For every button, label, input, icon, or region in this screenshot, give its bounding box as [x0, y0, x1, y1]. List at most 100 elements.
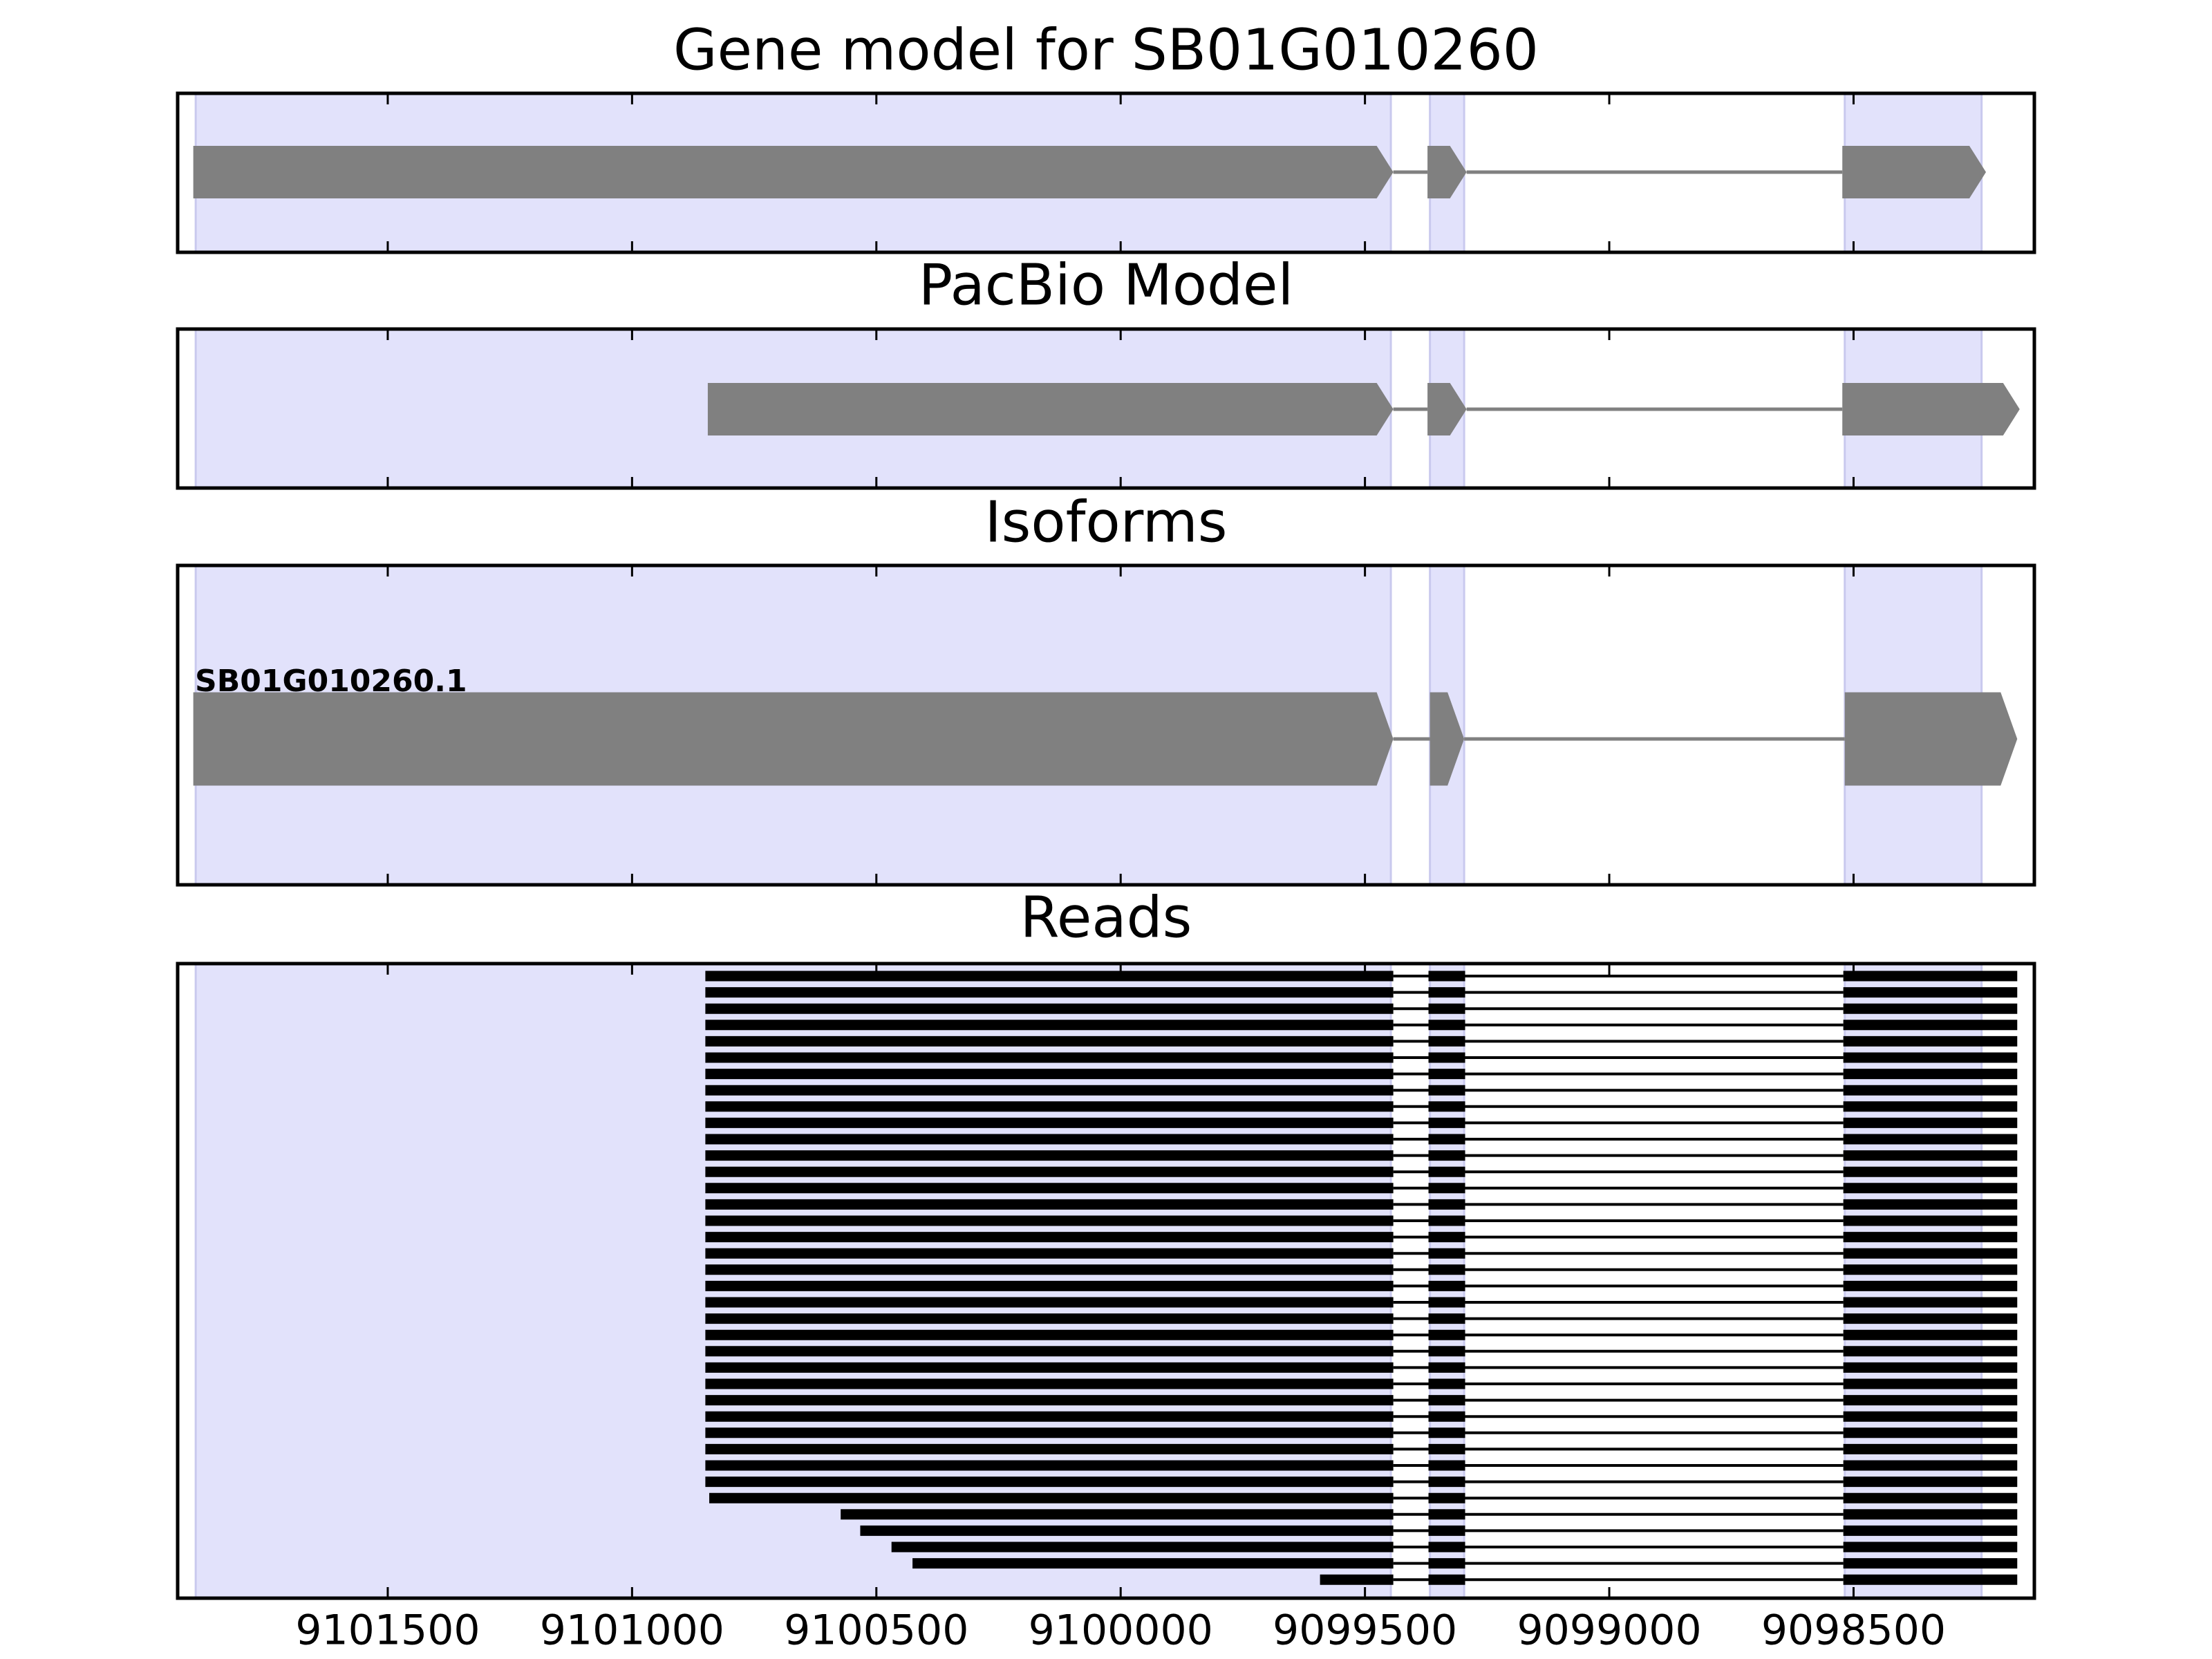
exon [1843, 1101, 2018, 1112]
exon [1428, 1525, 1465, 1536]
exon [1430, 692, 1465, 786]
exon [705, 1117, 1394, 1128]
exon [1843, 1477, 2018, 1488]
panel-title: Reads [1020, 885, 1192, 950]
exon [1428, 1378, 1465, 1389]
exon [1428, 1035, 1465, 1047]
x-tick-label: 9099000 [1517, 1606, 1701, 1655]
exon [1428, 1558, 1465, 1569]
panel-frame [176, 91, 2036, 254]
exon [1428, 1574, 1465, 1585]
exon [1428, 1020, 1465, 1031]
exon [705, 1443, 1394, 1454]
exon [1843, 1395, 2018, 1406]
exon [1428, 1134, 1465, 1145]
exon [705, 1460, 1394, 1471]
exon [1428, 1297, 1465, 1308]
exon [1843, 1492, 2018, 1503]
exon [705, 1297, 1394, 1308]
exon [705, 1020, 1394, 1031]
panel-frame [176, 563, 2036, 887]
exon [1428, 1248, 1465, 1259]
exon [1428, 1183, 1465, 1194]
exon [1843, 1134, 2018, 1145]
exon [705, 1346, 1394, 1357]
x-tick-label: 9099500 [1273, 1606, 1457, 1655]
panel-frame [176, 327, 2036, 490]
exon [705, 987, 1394, 998]
exon [1843, 1183, 2018, 1194]
exon [1428, 1443, 1465, 1454]
exon [1427, 383, 1467, 435]
exon [705, 1427, 1394, 1438]
exon [841, 1509, 1394, 1520]
exon [1428, 1427, 1465, 1438]
exon [1843, 1378, 2018, 1389]
exon [1843, 1525, 2018, 1536]
exon [1843, 1460, 2018, 1471]
exon [1843, 1069, 2018, 1080]
exon [193, 692, 1394, 786]
exon [1843, 1215, 2018, 1226]
exon [705, 1477, 1394, 1488]
exon [705, 1329, 1394, 1340]
exon [705, 1248, 1394, 1259]
exon [1428, 1477, 1465, 1488]
exon [1843, 1020, 2018, 1031]
exon [705, 1215, 1394, 1226]
exon [1427, 146, 1467, 198]
exon [1428, 1264, 1465, 1275]
exon [1843, 1035, 2018, 1047]
exon [1843, 1329, 2018, 1340]
exon [1843, 1443, 2018, 1454]
exon [1843, 1232, 2018, 1243]
exon [1843, 1264, 2018, 1275]
exon [1428, 1150, 1465, 1161]
exon [1428, 1411, 1465, 1422]
exon [1428, 1395, 1465, 1406]
exon [1843, 1052, 2018, 1063]
exon [1843, 1003, 2018, 1014]
exon [1428, 971, 1465, 982]
exon [1843, 1280, 2018, 1291]
exon [1843, 1362, 2018, 1373]
exon [1428, 1460, 1465, 1471]
exon [1428, 1313, 1465, 1324]
exon [705, 1313, 1394, 1324]
exon [1842, 383, 2020, 435]
exon [705, 1003, 1394, 1014]
exon [705, 1362, 1394, 1373]
exon [705, 1035, 1394, 1047]
exon [1843, 1558, 2018, 1569]
exon [1428, 1117, 1465, 1128]
panel-title: Gene model for SB01G010260 [673, 17, 1539, 83]
exon [705, 1069, 1394, 1080]
exon [1843, 1297, 2018, 1308]
exon [705, 1264, 1394, 1275]
exon [1842, 146, 1987, 198]
exon [1428, 1101, 1465, 1112]
exon [1843, 1117, 2018, 1128]
exon [1428, 987, 1465, 998]
panel-title: Isoforms [985, 489, 1228, 555]
exon [1428, 1541, 1465, 1553]
exon [1428, 1166, 1465, 1177]
exon [705, 1280, 1394, 1291]
exon [709, 1492, 1394, 1503]
x-tick-label: 9098500 [1761, 1606, 1946, 1655]
exon [1843, 1313, 2018, 1324]
x-tick-label: 9100500 [784, 1606, 968, 1655]
exon [891, 1541, 1394, 1553]
exon [1428, 1329, 1465, 1340]
exon [705, 1395, 1394, 1406]
exon [705, 1166, 1394, 1177]
exon [1843, 1541, 2018, 1553]
exon [860, 1525, 1394, 1536]
exon [705, 1411, 1394, 1422]
x-tick-label: 9100000 [1029, 1606, 1213, 1655]
exon [1843, 1085, 2018, 1096]
exon [1843, 987, 2018, 998]
x-tick-label: 9101500 [295, 1606, 480, 1655]
exon [1843, 1411, 2018, 1422]
exon [705, 1134, 1394, 1145]
